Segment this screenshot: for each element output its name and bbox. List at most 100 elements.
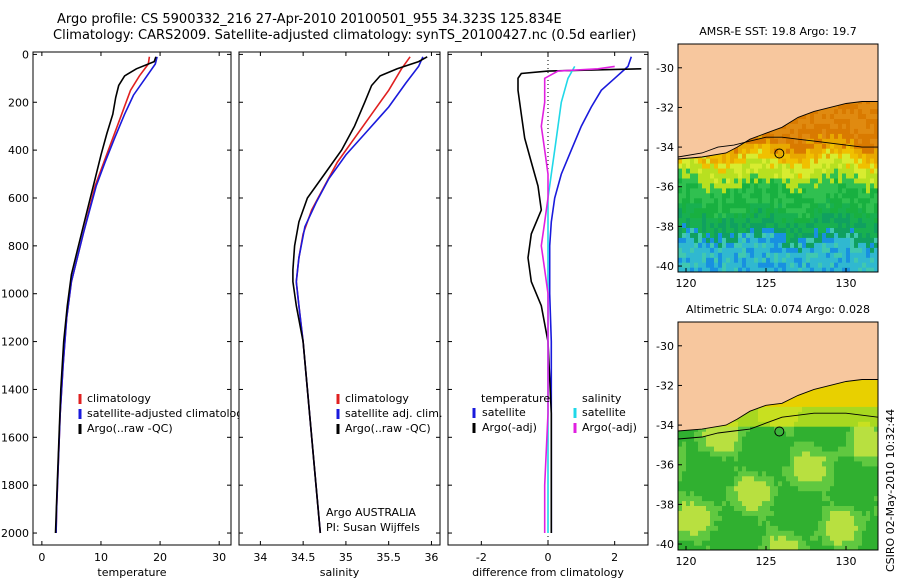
map-cell [774, 182, 779, 189]
map-cell [678, 510, 683, 516]
map-cell [838, 143, 843, 149]
map-cell [686, 172, 691, 179]
map-cell [854, 257, 859, 263]
map-cell [742, 441, 747, 447]
map-cell [870, 227, 875, 233]
map-cell [822, 540, 827, 546]
map-cell [874, 500, 878, 506]
map-cell [854, 500, 859, 506]
x-tick-label: 125 [756, 277, 777, 290]
map-cell [798, 401, 803, 407]
x-tick-label: 130 [836, 555, 857, 568]
map-cell [730, 177, 735, 184]
map-cell [798, 421, 803, 427]
map-cell [822, 525, 827, 531]
map-cell [854, 103, 859, 110]
map-cell [678, 525, 683, 531]
map-cell [862, 153, 867, 159]
map-cell [686, 505, 691, 511]
map-cell [694, 441, 699, 447]
map-cell [870, 530, 875, 536]
map-cell [798, 450, 803, 457]
map-cell [862, 128, 867, 134]
map-cell [698, 177, 703, 184]
map-cell [750, 242, 755, 248]
map-cell [738, 515, 743, 521]
map-cell [714, 187, 719, 194]
map-cell [678, 232, 683, 238]
map-cell [778, 490, 783, 497]
map-cell [762, 192, 767, 199]
y-tick-label: 1600 [1, 431, 29, 444]
map-cell [738, 510, 743, 516]
map-cell [742, 163, 747, 169]
map-cell [802, 406, 807, 412]
map-cell [806, 500, 811, 506]
map-cell [838, 480, 843, 487]
map-cell [738, 153, 743, 159]
map-cell [842, 232, 847, 238]
map-cell [750, 202, 755, 209]
map-cell [786, 411, 791, 417]
map-cell [798, 237, 803, 243]
map-cell [770, 485, 775, 492]
map-cell [754, 450, 759, 457]
map-cell [874, 247, 878, 253]
map-cell [862, 148, 867, 154]
map-cell [786, 267, 791, 272]
map-cell [718, 232, 723, 238]
map-cell [778, 515, 783, 521]
map-cell [782, 545, 787, 550]
map-cell [782, 525, 787, 531]
map-cell [822, 386, 827, 392]
map-cell [710, 445, 715, 452]
map-cell [846, 197, 851, 204]
map-cell [730, 252, 735, 258]
map-cell [706, 182, 711, 189]
map-cell [718, 441, 723, 447]
map-cell [726, 515, 731, 521]
map-cell [722, 262, 727, 268]
map-cell [802, 163, 807, 169]
map-cell [798, 416, 803, 422]
map-cell [710, 426, 715, 432]
map-cell [814, 436, 819, 442]
map-cell [854, 386, 859, 392]
map-cell [806, 128, 811, 134]
map-cell [726, 197, 731, 204]
map-cell [854, 475, 859, 482]
map-cell [846, 520, 851, 526]
map-cell [794, 163, 799, 169]
map-cell [874, 123, 878, 129]
map-cell [862, 416, 867, 422]
map-cell [702, 232, 707, 238]
map-cell [794, 470, 799, 477]
map-cell [842, 128, 847, 134]
map-cell [742, 470, 747, 477]
map-cell [686, 227, 691, 233]
y-tick-label: -40 [656, 538, 674, 551]
map-cell [758, 406, 763, 412]
map-cell [838, 470, 843, 477]
map-cell [822, 485, 827, 492]
map-cell [866, 192, 871, 199]
map-cell [686, 450, 691, 457]
map-cell [778, 212, 783, 219]
map-cell [802, 450, 807, 457]
map-cell [846, 460, 851, 467]
map-cell [738, 505, 743, 511]
map-cell [838, 431, 843, 437]
map-cell [726, 267, 731, 272]
map-cell [834, 460, 839, 467]
map-cell [706, 267, 711, 272]
map-cell [786, 426, 791, 432]
map-cell [734, 545, 739, 550]
contour-line [678, 412, 878, 440]
map-cell [806, 455, 811, 462]
map-cell [706, 163, 711, 169]
map-cell [766, 267, 771, 272]
map-cell [866, 535, 871, 541]
map-cell [694, 197, 699, 204]
map-cell [850, 470, 855, 477]
map-cell [786, 401, 791, 407]
